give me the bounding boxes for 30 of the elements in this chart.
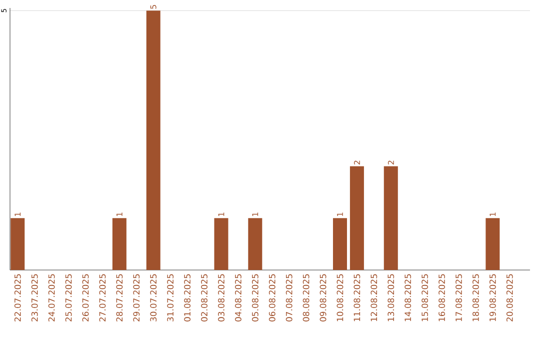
x-tick-label: 07.08.2025 [286,274,292,322]
x-tick-label: 10.08.2025 [336,274,344,322]
x-tick-label: 01.08.2025 [184,274,190,322]
x-tick-label: 20.08.2025 [506,274,513,322]
x-tick-label: 23.07.2025 [31,274,38,322]
x-tick-label: 06.08.2025 [268,274,276,322]
x-tick-label: 13.08.2025 [388,274,394,322]
x-tick-label: 30.07.2025 [150,274,157,322]
x-tick-label: 03.08.2025 [218,274,224,322]
x-tick-label: 11.08.2025 [354,274,360,322]
x-tick-label: 09.08.2025 [320,274,326,322]
x-tick-label: 14.08.2025 [404,274,412,322]
x-tick-label: 27.07.2025 [99,274,106,322]
x-tick-label: 16.08.2025 [438,274,445,322]
x-tick-label: 28.07.2025 [116,274,123,322]
x-tick-label: 22.07.2025 [14,274,21,322]
x-tick-label: 29.07.2025 [133,274,140,322]
x-tick-label: 02.08.2025 [201,274,208,322]
x-tick-label: 04.08.2025 [234,274,242,322]
x-tick-label: 12.08.2025 [370,274,378,322]
x-tick-label: 08.08.2025 [302,274,310,322]
x-tick-label: 31.07.2025 [167,274,174,322]
x-tick-label: 24.07.2025 [48,274,55,322]
x-tick-label: 26.07.2025 [82,274,89,322]
x-tick-label: 05.08.2025 [252,274,258,322]
x-tick-label: 25.07.2025 [65,274,72,322]
x-tick-label: 18.08.2025 [472,274,479,322]
x-tick-label: 17.08.2025 [456,274,462,322]
x-tick-label: 15.08.2025 [422,274,428,322]
x-tick-label: 19.08.2025 [489,274,496,322]
